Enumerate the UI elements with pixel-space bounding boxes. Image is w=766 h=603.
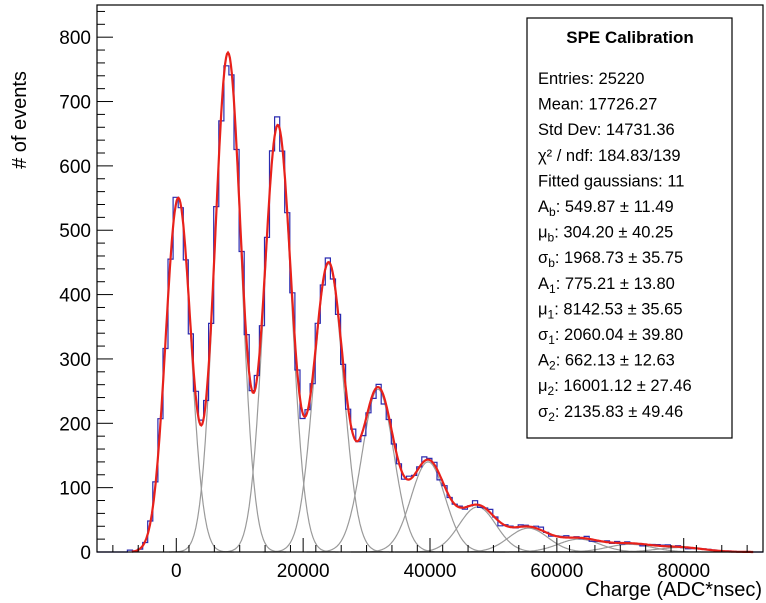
fit-component-gaussian	[262, 262, 395, 553]
y-tick-label: 300	[59, 350, 91, 371]
stats-box-line: μ2: 16001.12 ± 27.46	[538, 377, 692, 398]
stats-box-title: SPE Calibration	[566, 28, 694, 47]
x-axis-label: Charge (ADC*nsec)	[585, 579, 762, 601]
stats-box: SPE Calibration Entries: 25220 Mean: 1772…	[526, 17, 733, 439]
y-tick-label: 200	[59, 414, 91, 435]
stats-box-line: Mean: 17726.27	[538, 96, 657, 114]
stats-box-line: Fitted gaussians: 11	[538, 172, 684, 190]
x-tick-label: 0	[171, 561, 182, 582]
x-tick-label: 20000	[277, 561, 330, 582]
stats-box-frame	[526, 17, 733, 439]
x-tick-label: 80000	[657, 561, 710, 582]
y-tick-label: 100	[59, 479, 91, 500]
stats-box-line: A1: 775.21 ± 13.80	[538, 275, 675, 296]
y-axis-label: # of events	[9, 71, 31, 169]
stats-box-line: σb: 1968.73 ± 35.75	[538, 249, 683, 270]
stats-box-line: χ² / ndf: 184.83/139	[538, 147, 681, 165]
y-tick-label: 400	[59, 286, 91, 307]
stats-box-lines: Entries: 25220 Mean: 17726.27 Std Dev: 147…	[538, 70, 692, 424]
x-tick-label: 40000	[404, 561, 457, 582]
fit-component-gaussian	[169, 52, 287, 553]
fit-total-curve	[131, 50, 754, 554]
axis-ticks: 0 20000 40000 60000 80000 0 100 200 300 400 500 600…	[59, 10, 748, 582]
stats-box-line: μ1: 8142.53 ± 35.65	[538, 300, 683, 321]
stats-box-line: Ab: 549.87 ± 11.49	[538, 198, 674, 219]
stats-box-line: A2: 662.13 ± 12.63	[538, 352, 675, 373]
fit-component-gaussian	[306, 388, 450, 553]
stats-box-line: σ1: 2060.04 ± 39.80	[538, 326, 683, 347]
stats-box-line: Entries: 25220	[538, 70, 644, 88]
stats-box-line: Std Dev: 14731.36	[538, 121, 675, 139]
stats-box-line: σ2: 2135.83 ± 49.46	[538, 403, 683, 424]
y-tick-label: 0	[80, 543, 91, 564]
x-tick-label: 60000	[530, 561, 583, 582]
y-tick-label: 800	[59, 28, 91, 49]
y-tick-label: 500	[59, 221, 91, 242]
y-tick-label: 700	[59, 93, 91, 114]
stats-box-line: μb: 304.20 ± 40.25	[538, 224, 673, 245]
fit-component-gaussian	[216, 125, 339, 553]
y-tick-label: 600	[59, 157, 91, 178]
